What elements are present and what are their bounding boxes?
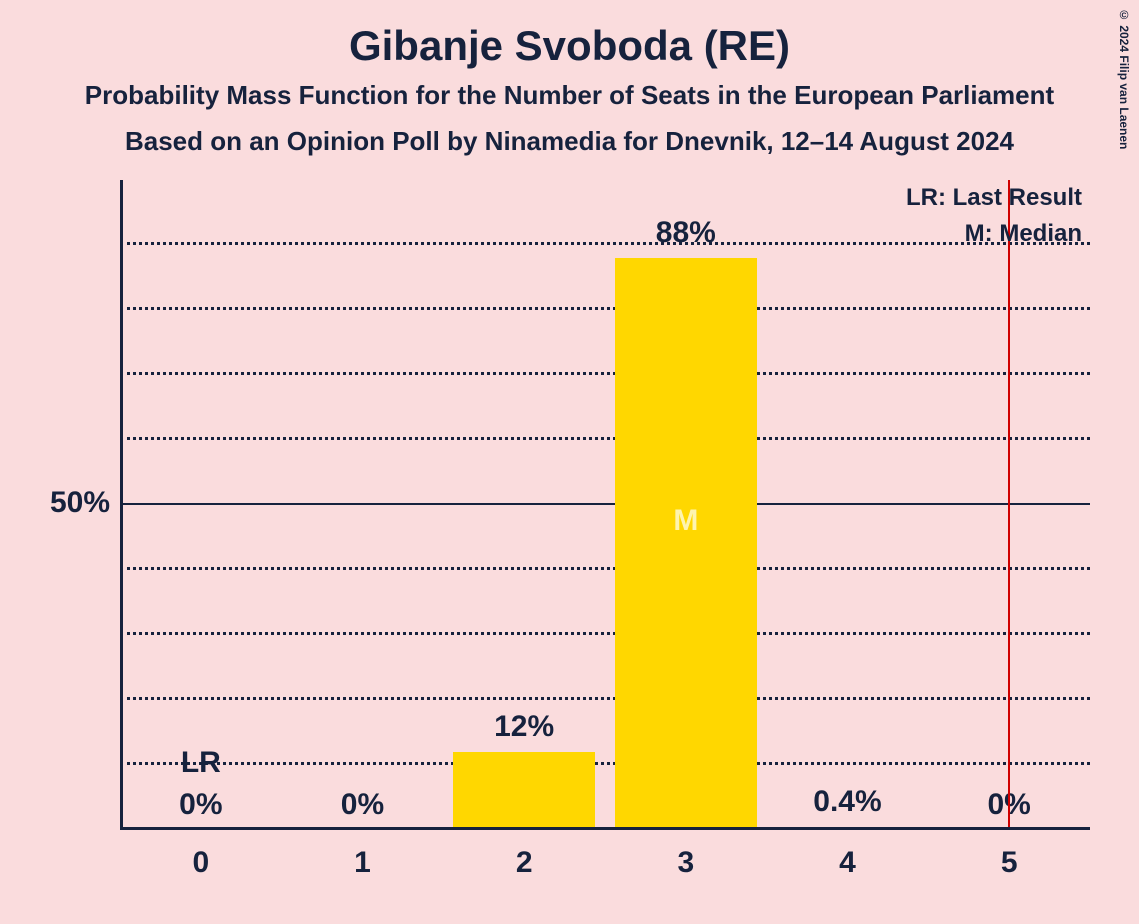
x-axis-tick-label: 3	[605, 846, 767, 880]
gridline-minor	[120, 372, 1090, 375]
gridline-minor	[120, 567, 1090, 570]
x-axis-tick-label: 0	[120, 846, 282, 880]
x-axis-tick-label: 1	[282, 846, 444, 880]
y-axis	[120, 180, 123, 830]
y-axis-tick-label: 50%	[10, 486, 110, 520]
lr-marker-label: LR	[120, 746, 282, 780]
legend-lr: LR: Last Result	[906, 184, 1082, 212]
gridline-minor	[120, 437, 1090, 440]
gridline-minor	[120, 307, 1090, 310]
x-axis	[120, 827, 1090, 830]
x-axis-tick-label: 4	[767, 846, 929, 880]
bar-value-label: 0.4%	[767, 785, 929, 819]
median-marker-label: M	[615, 504, 757, 538]
gridline-minor	[120, 697, 1090, 700]
legend-median: M: Median	[965, 220, 1082, 248]
chart-subtitle-2: Based on an Opinion Poll by Ninamedia fo…	[0, 126, 1139, 157]
bar	[615, 258, 757, 830]
bar-value-label: 12%	[443, 710, 605, 744]
gridline-major	[120, 503, 1090, 505]
bar-value-label: 88%	[605, 216, 767, 250]
bar-value-label: 0%	[282, 788, 444, 822]
chart-title: Gibanje Svoboda (RE)	[0, 22, 1139, 70]
gridline-minor	[120, 632, 1090, 635]
bar	[453, 752, 595, 830]
x-axis-tick-label: 2	[443, 846, 605, 880]
bar-value-label: 0%	[120, 788, 282, 822]
chart-subtitle-1: Probability Mass Function for the Number…	[0, 80, 1139, 111]
copyright-text: © 2024 Filip van Laenen	[1117, 8, 1131, 149]
chart-plot-area: 0%LR0%12%88%M0.4%0%LR: Last ResultM: Med…	[120, 180, 1090, 830]
x-axis-tick-label: 5	[928, 846, 1090, 880]
lr-vertical-line	[1008, 180, 1010, 830]
